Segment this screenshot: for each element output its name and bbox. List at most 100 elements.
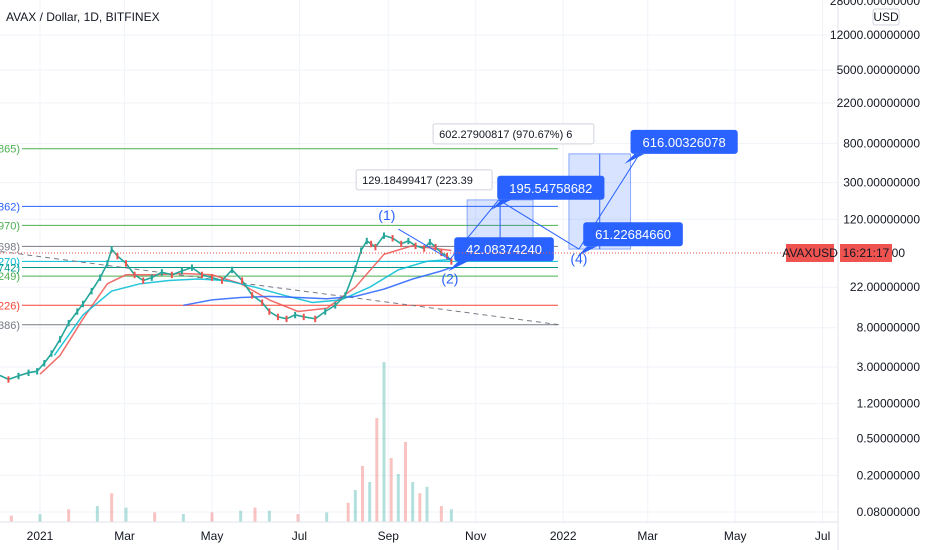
time-axis-tick: May (724, 529, 747, 543)
callout-pointer (624, 153, 645, 164)
price-axis[interactable]: 28000.00000000 USD 12000.00000000 5000.0000… (830, 0, 932, 550)
volume-bar (124, 507, 128, 522)
volume-bar (382, 362, 386, 522)
volume-bar (67, 509, 71, 522)
symbol-title[interactable]: AVAX / Dollar, 1D, BITFINEX (6, 10, 160, 24)
callout-pointer (491, 199, 512, 210)
callout-box (583, 222, 683, 247)
wave-label: (1) (378, 207, 395, 223)
descending-trendline (0, 250, 561, 326)
time-axis-tick: Mar (637, 529, 658, 543)
volume-bar (9, 515, 13, 522)
callout-box (454, 237, 554, 262)
time-axis-tick: 2021 (27, 529, 54, 543)
volume-bar (404, 442, 407, 522)
callout-label: 195.54758682 (509, 181, 592, 196)
volume-bar (110, 493, 114, 522)
price-axis-tick: 2200.00000000 (837, 96, 921, 110)
fibonacci-levels: 865) 362) 970) 698) 270)742)249) 226) 386) (0, 144, 558, 332)
callout-box (497, 175, 605, 200)
wave-label: (2) (441, 271, 458, 287)
volume-bar (325, 512, 329, 522)
moving-average-line (183, 266, 452, 307)
time-axis-tick: Jul (815, 529, 830, 543)
volume-bar (296, 514, 300, 522)
time-axis-tick: Mar (114, 529, 135, 543)
time-axis-tick: Jul (292, 529, 307, 543)
volume-bar (396, 474, 400, 522)
volume-bar (425, 486, 429, 522)
price-tag-time: 16:21:17 (843, 246, 890, 260)
time-axis[interactable]: 2021 Mar May Jul Sep Nov 2022 Mar May Jul (0, 521, 838, 543)
fib-level-label: 270) (0, 256, 20, 268)
time-axis-tick: May (201, 529, 224, 543)
volume-bar (181, 514, 185, 522)
fib-level-label: 249) (0, 271, 20, 283)
volume-bars (9, 362, 453, 522)
price-axis-tick: 1.20000000 (857, 397, 921, 411)
measure-label: 602.27900817 (970.67%) 6 (439, 129, 572, 141)
price-axis-tick: 800.00000000 (843, 136, 920, 150)
volume-bar (361, 466, 364, 522)
callout-label: 42.08374240 (466, 242, 542, 257)
price-series (0, 232, 453, 383)
wave-projection-path (398, 138, 650, 261)
volume-bar (239, 510, 243, 522)
currency-label: USD (873, 10, 899, 24)
callout-pointer (577, 246, 598, 257)
measure-label-box (355, 169, 493, 191)
moving-average-line (39, 244, 452, 375)
price-axis-background (838, 0, 932, 550)
time-axis-tick: 2022 (550, 529, 577, 543)
callout-label: 61.22684660 (595, 227, 671, 242)
fib-level-label: 226) (0, 300, 20, 312)
volume-bar (346, 502, 350, 522)
currency-badge (872, 8, 900, 26)
volume-bar (38, 514, 42, 522)
fib-level-label: 865) (0, 144, 20, 156)
current-price-tag: AVAXUSD 16:21:17 00 (0, 244, 905, 262)
volume-bar (411, 482, 415, 522)
volume-bar (439, 506, 443, 522)
fib-level-label: 362) (0, 201, 20, 213)
volume-bar (353, 490, 357, 522)
time-axis-tick: Nov (465, 529, 486, 543)
measure-label: 129.18499417 (223.39 (362, 175, 473, 187)
price-tag-value-suffix: 00 (892, 246, 906, 260)
wave-annotations: 129.18499417 (223.39 602.27900817 (970.67… (355, 123, 738, 287)
price-axis-tick: 0.20000000 (857, 468, 921, 482)
trend-line (0, 250, 561, 326)
measure-label-box (432, 123, 595, 145)
price-axis-tick: 0.50000000 (857, 432, 921, 446)
price-axis-tick: 8.00000000 (857, 321, 921, 335)
price-tag-symbol-box (786, 244, 834, 262)
time-axis-tick: Sep (378, 529, 400, 543)
volume-bar (267, 510, 271, 522)
moving-average-line (53, 258, 452, 356)
callout-pointer (448, 261, 469, 272)
volume-bar (95, 506, 99, 522)
moving-averages (39, 244, 452, 375)
fib-level-label: 970) (0, 220, 20, 232)
volume-bar (153, 512, 157, 522)
price-axis-top-label: 28000.00000000 (830, 0, 920, 8)
price-axis-tick: 300.00000000 (843, 176, 920, 190)
volume-bar (449, 509, 453, 522)
volume-bar (210, 512, 214, 522)
callout-box (630, 129, 738, 154)
volume-bar (368, 482, 372, 522)
fib-level-label: 386) (0, 320, 20, 332)
volume-bar (389, 458, 393, 522)
fib-level-label: 698) (0, 241, 20, 253)
fib-level-label: 742) (0, 262, 20, 274)
volume-bar (418, 493, 422, 522)
price-axis-tick: 120.00000000 (843, 212, 920, 226)
wave-label: (4) (570, 250, 587, 266)
volume-bar (375, 418, 379, 522)
price-axis-tick: 5000.00000000 (837, 63, 921, 77)
price-tag-time-box (840, 244, 892, 262)
price-tag-symbol: AVAXUSD (782, 246, 838, 260)
price-axis-tick: 22.00000000 (850, 280, 920, 294)
price-axis-tick: 3.00000000 (857, 360, 921, 374)
